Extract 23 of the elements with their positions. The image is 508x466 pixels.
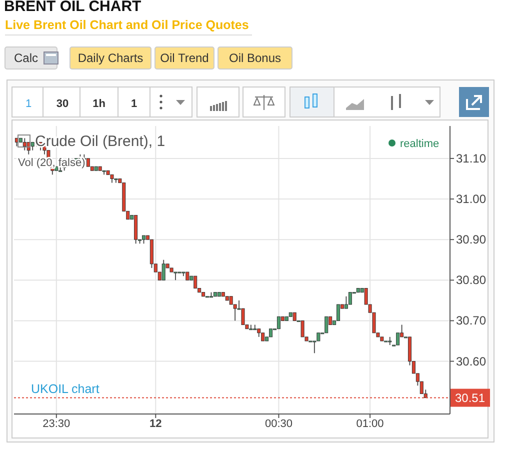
x-tick-label: 01:00 [356, 418, 384, 430]
y-tick-label: 31.10 [456, 151, 486, 166]
annotation: realtime [400, 138, 440, 150]
y-tick-label: 30.70 [456, 314, 486, 328]
y-tick-label: 31.00 [456, 192, 486, 206]
text: 1h [92, 98, 106, 110]
ref-line-label: 30.51 [454, 390, 486, 405]
chart-title: BRENT OIL CHART [4, 0, 142, 15]
chart-subtitle: Live Brent Oil Chart and Oil Price Quotes [5, 18, 249, 32]
x-tick-label: 00:30 [264, 418, 292, 430]
text: 1 [130, 98, 138, 110]
text: 1 [25, 98, 32, 110]
y-tick-label: 30.90 [456, 232, 486, 247]
text: Daily Charts [78, 51, 144, 65]
text: Oil Trend [160, 51, 209, 65]
text: Calc [14, 51, 38, 65]
text: 30 [56, 98, 69, 110]
x-tick-label: 12 [150, 418, 162, 430]
x-tick-label: 23:30 [42, 418, 70, 430]
y-tick-label: 30.80 [456, 273, 486, 288]
text: Oil Bonus [228, 51, 282, 65]
y-tick-label: 30.60 [456, 354, 486, 368]
annotation: UKOIL chart [31, 382, 100, 396]
